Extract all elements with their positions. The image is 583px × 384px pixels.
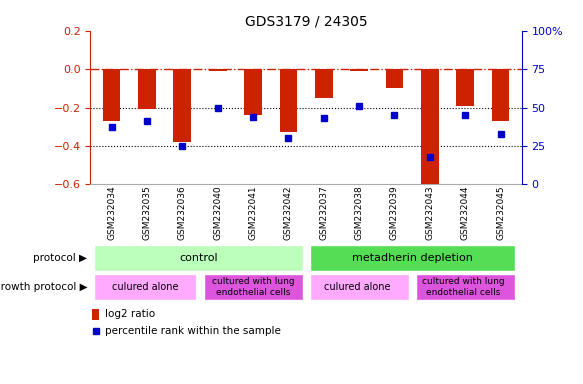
Bar [138,69,156,109]
Text: GSM232042: GSM232042 [284,185,293,240]
Bar [421,69,438,184]
Text: protocol ▶: protocol ▶ [33,253,87,263]
Bar [174,69,191,142]
Text: GSM232038: GSM232038 [354,185,364,240]
Text: GSM232044: GSM232044 [461,185,470,240]
Bar [456,69,474,106]
Text: GSM232037: GSM232037 [319,185,328,240]
Text: cultured with lung
endothelial cells: cultured with lung endothelial cells [212,277,294,297]
Text: culured alone: culured alone [112,282,178,292]
Text: metadherin depletion: metadherin depletion [352,253,473,263]
Text: GSM232034: GSM232034 [107,185,116,240]
Text: GSM232045: GSM232045 [496,185,505,240]
Bar [244,69,262,115]
Text: GSM232043: GSM232043 [426,185,434,240]
Bar [209,69,227,71]
Bar [350,69,368,71]
Bar [94,245,303,271]
Bar [385,69,403,88]
Bar [491,69,510,121]
Bar [280,69,297,132]
Text: GSM232035: GSM232035 [142,185,152,240]
Text: GSM232039: GSM232039 [390,185,399,240]
Text: cultured with lung
endothelial cells: cultured with lung endothelial cells [422,277,505,297]
Bar [315,69,332,98]
Text: GSM232040: GSM232040 [213,185,222,240]
Bar [94,274,196,300]
Text: GSM232036: GSM232036 [178,185,187,240]
Text: log2 ratio: log2 ratio [104,310,154,319]
Bar [310,245,515,271]
Text: GSM232041: GSM232041 [248,185,258,240]
Bar [203,274,303,300]
Text: percentile rank within the sample: percentile rank within the sample [104,326,280,336]
Text: culured alone: culured alone [324,282,391,292]
Text: control: control [179,253,217,263]
Title: GDS3179 / 24305: GDS3179 / 24305 [245,14,367,28]
Bar [92,309,100,320]
Text: growth protocol ▶: growth protocol ▶ [0,282,87,292]
Bar [103,69,121,121]
Bar [310,274,409,300]
Bar [416,274,515,300]
